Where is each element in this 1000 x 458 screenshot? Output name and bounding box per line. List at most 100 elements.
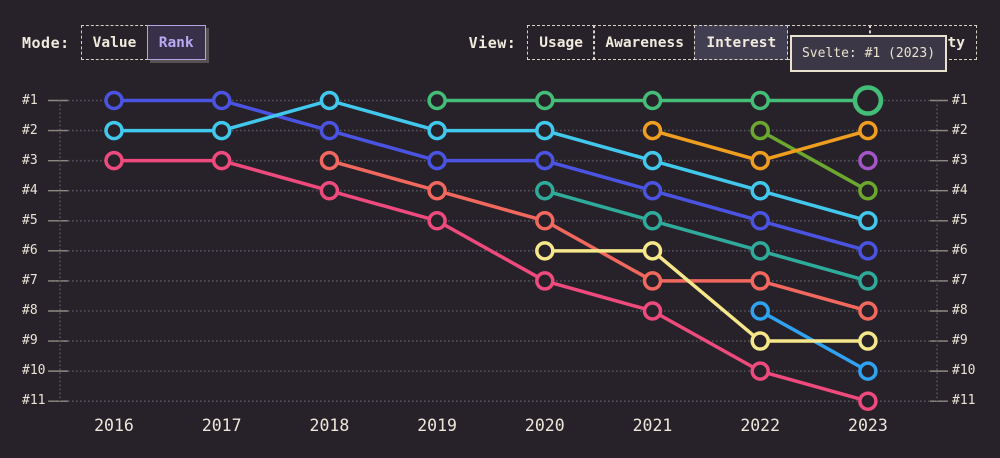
y-axis-label-right: #8	[952, 302, 968, 318]
data-point[interactable]	[427, 180, 447, 201]
mode-button-group: Value Rank	[80, 25, 206, 60]
x-axis-label: 2020	[524, 416, 565, 435]
y-axis-label-left: #1	[22, 92, 38, 108]
y-axis-label-left: #4	[22, 182, 38, 198]
data-point[interactable]	[211, 150, 232, 171]
data-point[interactable]	[535, 120, 555, 141]
view-option-awareness[interactable]: Awareness	[593, 25, 696, 60]
data-point[interactable]	[858, 391, 878, 411]
data-point[interactable]	[750, 241, 770, 261]
data-point[interactable]	[750, 211, 770, 231]
data-point[interactable]	[535, 211, 555, 231]
data-point[interactable]	[427, 120, 447, 141]
data-point[interactable]	[858, 211, 878, 231]
data-point[interactable]	[319, 150, 340, 171]
tooltip-text: Svelte: #1 (2023)	[801, 46, 936, 61]
x-axis-label: 2023	[848, 416, 888, 435]
view-label: View:	[468, 33, 517, 52]
data-point[interactable]	[642, 241, 663, 261]
data-point[interactable]	[535, 90, 555, 111]
data-point[interactable]	[750, 180, 770, 201]
data-point[interactable]	[642, 180, 663, 201]
y-axis-label-right: #7	[952, 272, 968, 288]
data-point[interactable]	[104, 120, 124, 141]
data-point[interactable]	[642, 211, 663, 231]
data-point[interactable]	[535, 241, 555, 261]
data-point[interactable]	[858, 301, 878, 321]
series-cyan	[104, 90, 878, 231]
mode-option-rank[interactable]: Rank	[146, 25, 206, 60]
data-point[interactable]	[211, 120, 232, 141]
mode-control: Mode: Value Rank	[22, 25, 206, 60]
x-axis-label: 2017	[201, 416, 242, 435]
data-point[interactable]	[750, 150, 770, 171]
y-axis-label-right: #5	[952, 212, 968, 228]
data-point[interactable]	[535, 150, 555, 171]
x-axis-label: 2021	[632, 416, 673, 435]
series-olive	[750, 120, 878, 201]
view-button-group: Usage Awareness Interest ty	[527, 25, 977, 60]
data-point[interactable]	[750, 301, 770, 321]
y-axis-label-left: #10	[22, 363, 46, 379]
data-point[interactable]	[642, 271, 663, 291]
data-point[interactable]	[750, 331, 770, 351]
series-pink-line	[112, 158, 870, 403]
data-point[interactable]	[858, 271, 878, 291]
data-point[interactable]	[104, 150, 124, 171]
y-axis-label-left: #2	[22, 122, 38, 138]
svelte	[427, 85, 884, 116]
y-axis-label-left: #3	[22, 152, 38, 168]
data-point[interactable]	[750, 271, 770, 291]
data-point[interactable]	[319, 90, 340, 111]
x-axis-label: 2018	[309, 416, 350, 435]
data-point[interactable]	[750, 361, 770, 381]
data-point[interactable]	[858, 150, 878, 171]
data-point[interactable]	[642, 150, 663, 171]
x-axis-label: 2016	[94, 416, 134, 435]
data-point[interactable]	[211, 90, 232, 111]
mode-label: Mode:	[22, 33, 70, 52]
data-point[interactable]	[427, 90, 447, 111]
data-point[interactable]	[642, 120, 663, 141]
series-salmon-line	[327, 158, 870, 313]
data-point[interactable]	[535, 180, 555, 201]
data-point[interactable]	[858, 120, 878, 141]
view-option-interest[interactable]: Interest	[694, 25, 789, 60]
data-point[interactable]	[750, 120, 770, 141]
data-point[interactable]	[535, 271, 555, 291]
series-yellow-line	[543, 249, 870, 343]
y-axis-label-left: #6	[22, 242, 38, 258]
data-point-highlighted[interactable]	[852, 85, 884, 116]
series-blue-line	[112, 98, 870, 253]
series-teal-line	[543, 188, 870, 283]
y-axis-label-left: #7	[22, 272, 38, 288]
series-purple	[858, 150, 878, 171]
y-axis-label-right: #9	[952, 333, 968, 349]
data-point[interactable]	[858, 331, 878, 351]
data-point[interactable]	[319, 180, 340, 201]
data-point[interactable]	[642, 90, 663, 111]
data-point[interactable]	[750, 90, 770, 111]
mode-option-value[interactable]: Value	[80, 25, 149, 60]
data-point[interactable]	[427, 211, 447, 231]
y-axis-label-right: #11	[952, 393, 976, 409]
data-point[interactable]	[858, 241, 878, 261]
y-axis-label-right: #1	[952, 92, 968, 108]
view-option-usage[interactable]: Usage	[527, 25, 595, 60]
data-point[interactable]	[858, 180, 878, 201]
y-axis-label-right: #6	[952, 242, 968, 258]
y-axis-label-left: #8	[22, 302, 38, 318]
data-point[interactable]	[104, 90, 124, 111]
data-point[interactable]	[642, 301, 663, 321]
x-axis-label: 2019	[417, 416, 457, 435]
y-axis-label-left: #5	[22, 212, 38, 228]
y-axis-label-right: #3	[952, 152, 968, 168]
series-cyan-line	[112, 98, 870, 223]
series-yellow	[535, 241, 878, 351]
data-point[interactable]	[858, 361, 878, 381]
data-point[interactable]	[427, 150, 447, 171]
data-point[interactable]	[319, 120, 340, 141]
series-pink	[104, 150, 878, 411]
x-axis-label: 2022	[740, 416, 781, 435]
series-blue	[104, 90, 878, 261]
